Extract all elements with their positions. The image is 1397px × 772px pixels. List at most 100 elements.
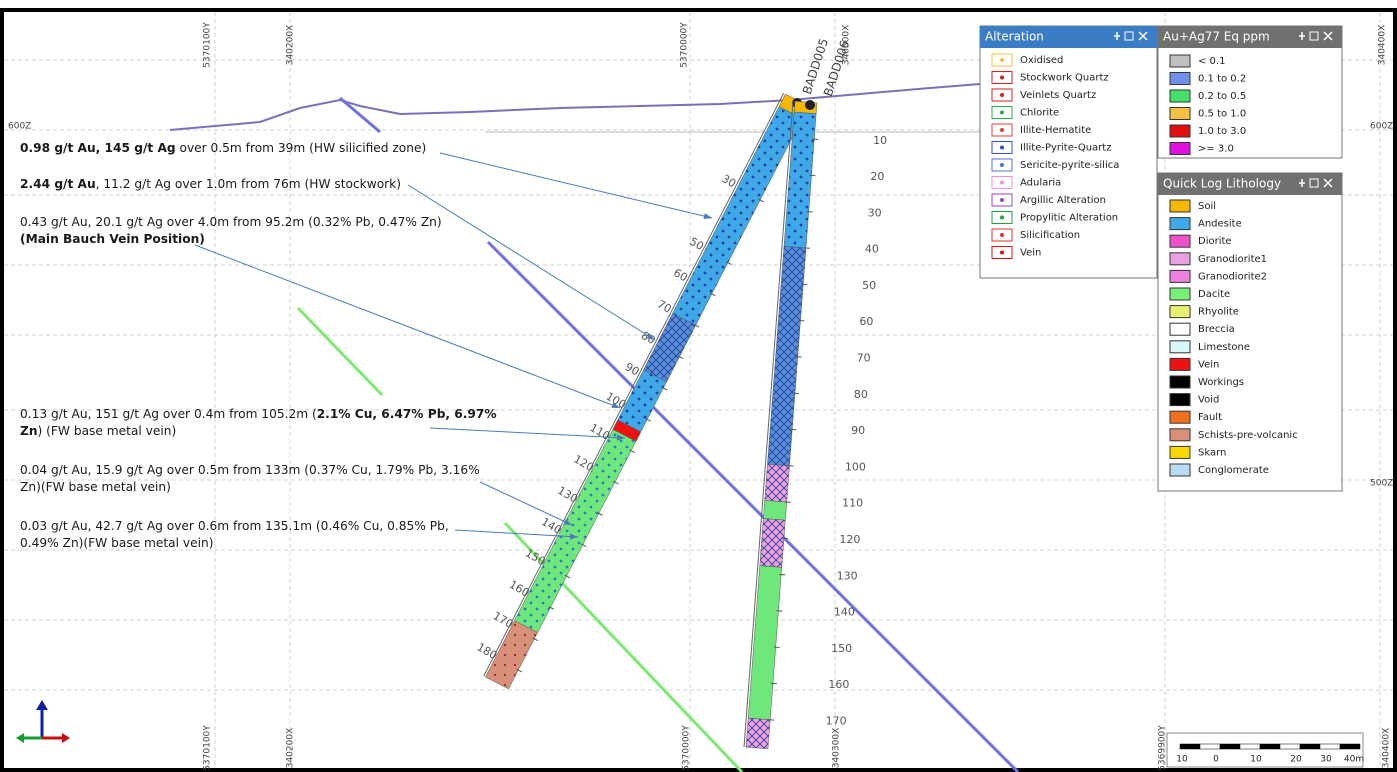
legend-swatch-mark <box>1000 250 1004 255</box>
depth-label: 110 <box>842 497 863 510</box>
legend-swatch <box>1169 199 1191 213</box>
legend-label: Adularia <box>1020 178 1061 189</box>
close-button[interactable] <box>1138 31 1148 41</box>
hole-trace <box>743 100 794 748</box>
legend-title: Quick Log Lithology <box>1163 177 1281 191</box>
grid-label: 5370100Y <box>203 725 213 771</box>
depth-tick <box>661 386 668 391</box>
annotation-text: over 0.5m from 39m (HW silicified zone) <box>175 141 427 155</box>
grid-label: 340400X <box>1378 25 1388 66</box>
leader-arrow <box>563 518 572 525</box>
depth-label: 90 <box>851 424 865 437</box>
pin-button[interactable] <box>1114 32 1120 40</box>
legend-label: Illite-Pyrite-Quartz <box>1020 143 1111 154</box>
legend-swatch-mark <box>1000 198 1004 202</box>
depth-label: 140 <box>834 606 855 619</box>
grid-label: 340400X <box>1382 728 1392 769</box>
annotation: 0.13 g/t Au, 151 g/t Ag over 0.4m from 1… <box>20 406 498 440</box>
maximize-button[interactable] <box>1309 31 1319 41</box>
depth-label: 60 <box>671 266 690 284</box>
depth-tick <box>677 355 684 359</box>
hole-pattern <box>643 313 696 382</box>
annotation-text: 2.1% Cu, 6.47% Pb, 6.97% Zn <box>20 407 497 438</box>
legend-swatch <box>1169 322 1191 336</box>
annotation-text: (Main Bauch Vein Position) <box>20 232 205 246</box>
depth-tick <box>693 323 700 328</box>
annotation-text: 0.98 g/t Au, 145 g/t Ag <box>20 141 176 155</box>
hole-pattern <box>672 106 803 326</box>
legend-label: Silicification <box>1020 230 1080 241</box>
depth-tick <box>709 292 716 297</box>
hole-pattern <box>767 246 806 466</box>
maximize-button[interactable] <box>1124 31 1134 41</box>
pin-button[interactable] <box>1299 179 1305 187</box>
legend-label: Granodiorite1 <box>1198 254 1267 265</box>
legend-swatch <box>1169 252 1191 266</box>
scale-segment <box>1199 743 1221 750</box>
legend-swatch-mark <box>1000 128 1004 132</box>
grid-label: 5370000Y <box>680 22 690 68</box>
scale-segment <box>1279 743 1301 750</box>
close-button[interactable] <box>1323 178 1333 188</box>
legend-swatch <box>1169 107 1191 120</box>
scale-label: 10 <box>1176 755 1188 765</box>
legend-label: Void <box>1198 395 1219 406</box>
depth-tick <box>725 261 732 265</box>
depth-label: 30 <box>868 206 882 219</box>
legend-swatch <box>1169 445 1191 459</box>
annotation-text: 0.43 g/t Au, 20.1 g/t Ag over 4.0m from … <box>20 215 442 229</box>
hole-pattern <box>784 112 817 249</box>
depth-tick <box>629 449 635 454</box>
legend-label: Breccia <box>1198 324 1235 335</box>
pin-button[interactable] <box>1299 32 1305 40</box>
legend-header <box>1158 173 1342 195</box>
hole-trace <box>483 92 785 677</box>
legend-label: Fault <box>1198 412 1222 423</box>
depth-tick <box>758 198 764 203</box>
leader-line <box>479 481 573 526</box>
legend-panels: Alteration Oxidised Stockwork Quartz Veinle… <box>979 25 1343 492</box>
grid-label: 340300X <box>842 25 852 66</box>
depth-label: 70 <box>857 352 871 365</box>
legend-swatch <box>1169 340 1191 354</box>
depth-label: 60 <box>859 315 873 328</box>
close-button[interactable] <box>1323 31 1333 41</box>
grid-label: 340300X <box>832 728 842 769</box>
hole-pattern <box>746 718 771 749</box>
scale-label: 30 <box>1320 755 1332 765</box>
legend-swatch <box>1169 375 1191 389</box>
depth-label: 50 <box>687 235 706 253</box>
legend-swatch <box>1169 428 1191 442</box>
leader-line <box>194 244 621 409</box>
grid-label: 340200X <box>286 728 296 769</box>
scale-segment <box>1339 743 1361 750</box>
legend-swatch <box>1169 357 1191 371</box>
maximize-button[interactable] <box>1309 178 1319 188</box>
elevation-label: 600Z <box>1370 122 1393 132</box>
hole-pattern <box>764 464 790 503</box>
legend-label: Chlorite <box>1020 108 1059 119</box>
depth-label: 130 <box>837 569 858 582</box>
depth-tick <box>580 543 587 548</box>
leader-line <box>407 184 656 341</box>
legend-label: Skarn <box>1198 447 1226 458</box>
scale-segment <box>1179 743 1201 750</box>
scale-segment <box>1259 743 1281 750</box>
scale-label: 20 <box>1290 755 1302 765</box>
leader-line <box>429 427 626 439</box>
legend-header <box>1158 26 1342 48</box>
depth-tick <box>613 480 619 485</box>
legend-header <box>980 26 1157 48</box>
legend-swatch-mark <box>1000 215 1004 220</box>
legend-label: >= 3.0 <box>1198 144 1234 155</box>
legend-swatch <box>1169 410 1191 424</box>
legend-label: 0.1 to 0.2 <box>1198 74 1246 85</box>
depth-label: 30 <box>720 172 739 190</box>
scale-label: 10 <box>1250 755 1262 765</box>
legend-label: Conglomerate <box>1198 465 1269 476</box>
depth-label: 170 <box>826 714 847 727</box>
legend-label: Andesite <box>1198 219 1242 230</box>
depth-tick <box>532 637 539 642</box>
depth-label: 150 <box>831 642 852 655</box>
collar <box>805 100 815 110</box>
